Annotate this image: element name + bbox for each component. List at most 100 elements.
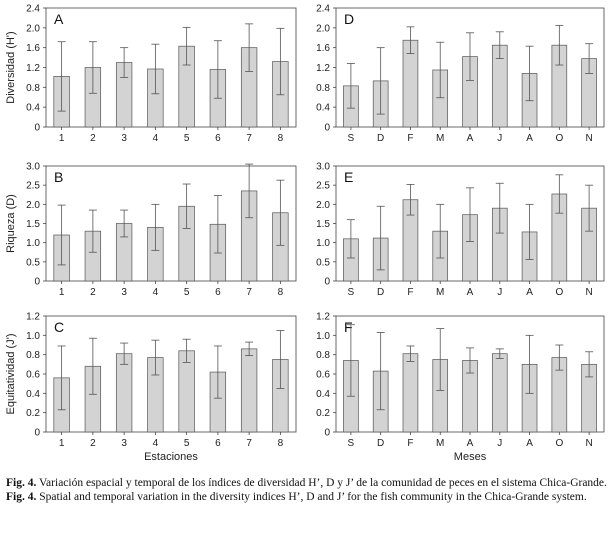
x-tick-label: 7 bbox=[246, 438, 252, 449]
y-tick-label: 2.0 bbox=[316, 23, 330, 34]
x-tick-label: 6 bbox=[215, 287, 221, 298]
y-tick-label: 3.0 bbox=[316, 162, 330, 173]
x-tick-label: O bbox=[555, 287, 563, 298]
y-tick-label: 1.6 bbox=[26, 43, 40, 54]
y-tick-label: 0.2 bbox=[26, 408, 40, 419]
x-tick-label: 2 bbox=[90, 287, 96, 298]
y-tick-label: 3.0 bbox=[26, 162, 40, 173]
panel-letter: E bbox=[344, 169, 353, 185]
y-axis-title: Diversidad (H') bbox=[5, 31, 17, 103]
y-tick-label: 2.5 bbox=[26, 181, 40, 192]
y-tick-label: 0.4 bbox=[26, 389, 40, 400]
bar-7 bbox=[240, 348, 258, 433]
y-tick-label: 1.2 bbox=[316, 63, 330, 74]
x-tick-label: N bbox=[585, 133, 592, 144]
y-tick-label: 0 bbox=[34, 123, 40, 134]
x-tick-label: J bbox=[497, 438, 502, 449]
x-tick-label: A bbox=[467, 287, 474, 298]
chart-panel-c: C 0 0.2 0.4 0.6 0.8 1.0 1.2 1 2 3 4 5 6 7 8 Equitativida… bbox=[5, 312, 297, 463]
y-tick-label: 0 bbox=[34, 277, 40, 288]
figure-panels: A 0 0.4 0.8 1.2 1.6 2.0 2.4 1 2 3 4 5 6 7 8 Diversidad (… bbox=[5, 4, 605, 463]
y-tick-label: 1.0 bbox=[26, 331, 40, 342]
x-tick-label: 7 bbox=[246, 133, 252, 144]
y-tick-label: 0 bbox=[324, 277, 330, 288]
bar-3 bbox=[115, 353, 133, 433]
y-tick-label: 2.5 bbox=[316, 181, 330, 192]
bar-5 bbox=[178, 350, 195, 433]
caption-spanish: Fig. 4. Variación espacial y temporal de… bbox=[6, 476, 610, 490]
x-tick-label: S bbox=[348, 438, 355, 449]
x-tick-label: D bbox=[377, 133, 384, 144]
y-tick-label: 0 bbox=[324, 428, 330, 439]
y-tick-label: 1.5 bbox=[316, 219, 330, 230]
y-tick-label: 1.2 bbox=[26, 312, 40, 323]
chart-panel-b: B 0 0.5 1.0 1.5 2.0 2.5 3.0 1 2 3 4 5 6 7 8 Riqueza (D) bbox=[5, 162, 297, 298]
y-tick-label: 1.2 bbox=[26, 63, 40, 74]
y-tick-label: 2.4 bbox=[26, 4, 40, 15]
y-tick-label: 2.4 bbox=[316, 4, 330, 15]
x-tick-label: M bbox=[436, 287, 444, 298]
x-tick-label: 8 bbox=[278, 438, 284, 449]
y-tick-label: 0.8 bbox=[316, 83, 330, 94]
y-tick-label: 0.8 bbox=[26, 83, 40, 94]
x-tick-label: 8 bbox=[278, 133, 284, 144]
x-tick-label: J bbox=[497, 287, 502, 298]
x-tick-label: A bbox=[526, 438, 533, 449]
x-tick-label: 6 bbox=[215, 438, 221, 449]
caption-english-label: Fig. 4. bbox=[6, 491, 37, 503]
y-tick-label: 1.0 bbox=[316, 331, 330, 342]
caption-spanish-label: Fig. 4. bbox=[6, 477, 37, 489]
y-tick-label: 0.5 bbox=[316, 257, 330, 268]
y-axis-title: Riqueza (D) bbox=[5, 194, 17, 253]
x-tick-label: 2 bbox=[90, 438, 96, 449]
x-tick-label: A bbox=[467, 438, 474, 449]
y-tick-label: 1.5 bbox=[26, 219, 40, 230]
x-tick-label: N bbox=[585, 287, 592, 298]
x-tick-label: O bbox=[555, 133, 563, 144]
panel-letter: B bbox=[54, 169, 63, 185]
caption-spanish-text: Variación espacial y temporal de los índ… bbox=[39, 477, 607, 489]
x-tick-label: 4 bbox=[153, 287, 159, 298]
y-tick-label: 0 bbox=[324, 123, 330, 134]
x-tick-label: F bbox=[407, 438, 413, 449]
x-tick-label: 6 bbox=[215, 133, 221, 144]
y-tick-label: 2.0 bbox=[26, 23, 40, 34]
y-tick-label: 0.8 bbox=[316, 350, 330, 361]
caption-english: Fig. 4. Spatial and temporal variation i… bbox=[6, 490, 610, 504]
y-tick-label: 0.4 bbox=[316, 103, 330, 114]
panel-letter: D bbox=[344, 11, 354, 27]
x-tick-label: D bbox=[377, 438, 384, 449]
x-tick-label: D bbox=[377, 287, 384, 298]
y-tick-label: 1.0 bbox=[26, 238, 40, 249]
bar-J bbox=[491, 353, 508, 433]
x-tick-label: A bbox=[526, 287, 533, 298]
y-tick-label: 1.2 bbox=[316, 312, 330, 323]
chart-panel-e: E 0 0.5 1.0 1.5 2.0 2.5 3.0 S D F M A J A O N bbox=[316, 162, 605, 298]
y-axis-title: Equitatividad (J') bbox=[5, 334, 17, 415]
plot-frame bbox=[45, 7, 297, 128]
panel-letter: C bbox=[54, 319, 64, 335]
x-axis-title: Estaciones bbox=[144, 451, 198, 463]
y-tick-label: 1.6 bbox=[316, 43, 330, 54]
y-tick-label: 0.8 bbox=[26, 350, 40, 361]
x-tick-label: 5 bbox=[184, 438, 190, 449]
caption-english-text: Spatial and temporal variation in the di… bbox=[39, 491, 587, 503]
x-tick-label: 5 bbox=[184, 287, 190, 298]
x-tick-label: 1 bbox=[59, 287, 65, 298]
x-tick-label: 1 bbox=[59, 133, 65, 144]
x-tick-label: A bbox=[467, 133, 474, 144]
y-tick-label: 0.6 bbox=[26, 370, 40, 381]
x-tick-label: 8 bbox=[278, 287, 284, 298]
x-tick-label: 2 bbox=[90, 133, 96, 144]
x-tick-label: M bbox=[436, 133, 444, 144]
plot-frame bbox=[45, 165, 297, 282]
x-tick-label: 4 bbox=[153, 438, 159, 449]
chart-panel-f: F 0 0.2 0.4 0.6 0.8 1.0 1.2 S D F M A J A O N Meses bbox=[316, 312, 605, 463]
x-tick-label: F bbox=[407, 287, 413, 298]
y-tick-label: 0 bbox=[34, 428, 40, 439]
x-tick-label: 5 bbox=[184, 133, 190, 144]
y-tick-label: 0.5 bbox=[26, 257, 40, 268]
x-axis-title: Meses bbox=[454, 451, 487, 463]
y-tick-label: 2.0 bbox=[316, 200, 330, 211]
x-tick-label: A bbox=[526, 133, 533, 144]
